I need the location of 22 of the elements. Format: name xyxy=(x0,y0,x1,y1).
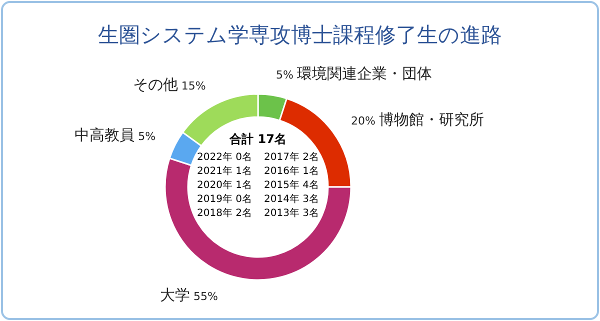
text: 2017年 2名 xyxy=(264,151,319,163)
chart-title: 生圏システム学専攻博士課程修了生の進路 xyxy=(98,23,502,47)
text: 2021年 1名 xyxy=(197,165,252,177)
slice-label: 環境関連企業・団体 xyxy=(296,64,432,82)
data-label: 5% xyxy=(134,130,156,143)
text: 2019年 0名 xyxy=(197,193,252,205)
text: 2018年 2名 xyxy=(197,207,252,219)
text: 2013年 3名 xyxy=(264,207,319,219)
slice-label: 博物館・研究所 xyxy=(378,110,484,128)
data-label: 20% xyxy=(351,114,379,128)
data-label: 55% xyxy=(190,290,218,303)
text: 2014年 3名 xyxy=(264,193,319,205)
data-label: 15% xyxy=(178,80,206,93)
text: 2015年 4名 xyxy=(264,179,319,191)
slice-label: 大学 xyxy=(160,286,190,304)
slice-label: 中高教員 xyxy=(74,126,135,144)
text: 合計 17名 xyxy=(228,132,286,146)
text: 2020年 1名 xyxy=(197,179,252,191)
data-label: 5% xyxy=(276,68,297,82)
text: 2016年 1名 xyxy=(264,165,319,177)
slice-label: その他 xyxy=(132,76,178,94)
text: 2022年 0名 xyxy=(197,151,252,163)
